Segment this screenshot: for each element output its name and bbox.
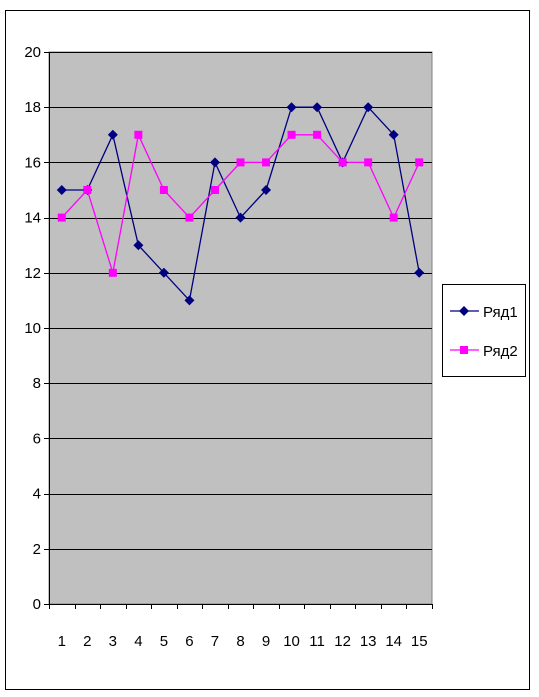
series-2-point: [415, 158, 424, 167]
series-2-point: [83, 186, 92, 194]
x-tick-label: 15: [411, 633, 428, 650]
series-1-point: [158, 267, 169, 278]
x-tick-label: 1: [58, 633, 66, 650]
series-2-point: [262, 158, 271, 167]
series-1-point: [312, 102, 323, 113]
series-2-point: [389, 213, 398, 222]
y-tick-label: 10: [24, 320, 41, 337]
legend-label-1: Ряд1: [483, 304, 518, 321]
legend-label-2: Ряд2: [483, 343, 518, 360]
series-1-point: [363, 102, 374, 113]
series-2-point: [287, 130, 296, 139]
y-tick-label: 0: [33, 596, 41, 613]
y-tick-label: 12: [24, 265, 41, 282]
x-tick-label: 14: [385, 633, 402, 650]
x-tick-label: 11: [309, 633, 325, 650]
legend-swatch-marker: [460, 346, 468, 354]
legend-box: [442, 284, 526, 377]
series-2-point: [338, 158, 347, 167]
y-tick-label: 2: [33, 541, 41, 558]
x-tick-label: 10: [283, 633, 300, 650]
y-tick-labels: 0 2 4 6 8 10 12 14 16 18 20: [24, 44, 41, 613]
series-1-point: [261, 185, 272, 195]
series-2-point: [185, 213, 194, 222]
y-tick-label: 16: [24, 154, 41, 171]
y-tick-label: 14: [24, 210, 41, 227]
series-1-point: [209, 157, 220, 168]
series-2-point: [159, 186, 168, 194]
series-2-point: [134, 130, 143, 139]
series-1-point: [56, 185, 67, 195]
y-tick-label: 6: [33, 430, 41, 447]
series-2-point: [364, 158, 373, 167]
x-tick-label: 4: [134, 633, 142, 650]
x-tick-label: 3: [109, 633, 117, 650]
series-2-point: [210, 186, 219, 194]
series-1-point: [133, 240, 144, 251]
series-1-point: [107, 129, 118, 140]
legend: Ряд1 Ряд2: [442, 284, 526, 377]
series-2-point: [57, 213, 66, 222]
x-tick-label: 13: [360, 633, 377, 650]
y-tick-label: 18: [24, 99, 41, 116]
axes: [44, 52, 433, 609]
y-tick-label: 20: [24, 44, 41, 61]
series-markers: [56, 102, 425, 306]
x-tick-label: 6: [185, 633, 193, 650]
x-tick-labels: 1 2 3 4 5 6 7 8 9 10 11 12 13 14 15: [58, 633, 428, 650]
series-1-point: [414, 267, 425, 278]
series-1-point: [184, 295, 195, 306]
y-tick-label: 8: [33, 375, 41, 392]
series-2-point: [236, 158, 245, 167]
x-tick-label: 5: [160, 633, 168, 650]
series-2-point: [313, 130, 322, 139]
series-2-point: [108, 268, 117, 277]
x-tick-label: 9: [262, 633, 270, 650]
legend-swatch-marker: [459, 306, 469, 316]
x-tick-label: 12: [334, 633, 351, 650]
series-1-point: [286, 102, 297, 113]
x-tick-label: 8: [236, 633, 244, 650]
x-tick-label: 2: [83, 633, 91, 650]
y-tick-label: 4: [33, 486, 41, 503]
series-1-point: [388, 129, 399, 140]
x-tick-label: 7: [211, 633, 219, 650]
series-1-point: [235, 212, 246, 223]
